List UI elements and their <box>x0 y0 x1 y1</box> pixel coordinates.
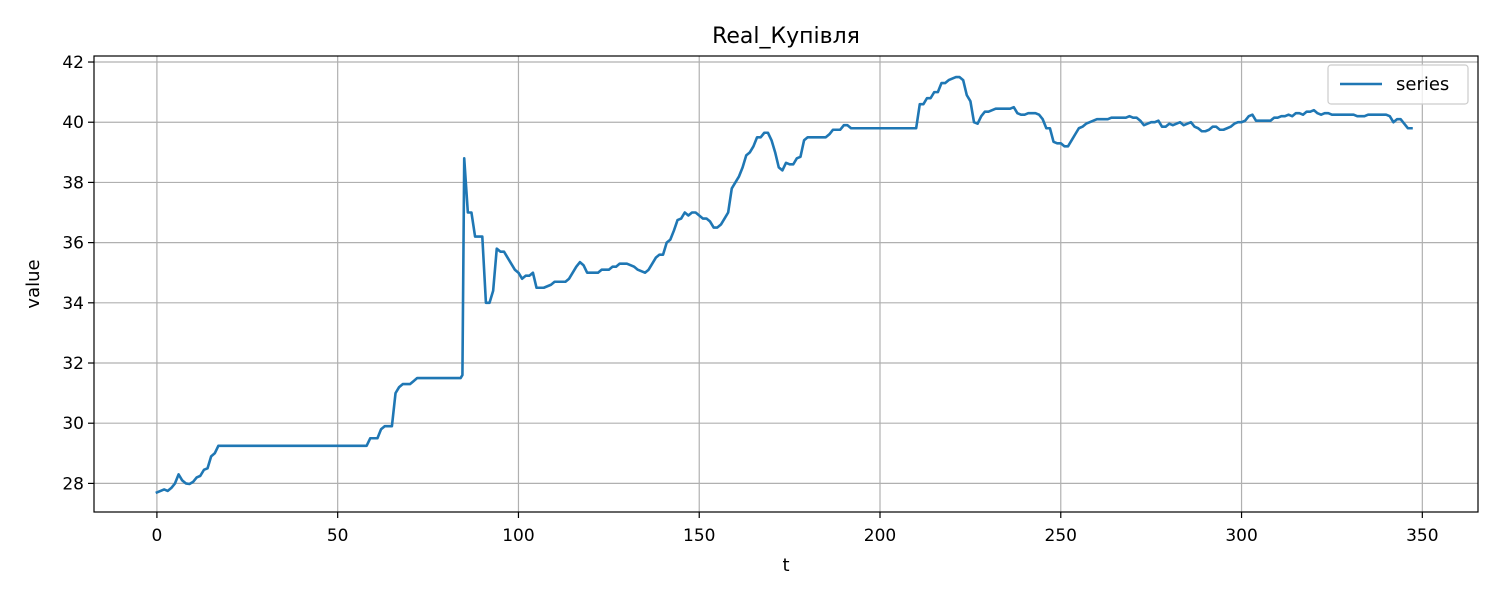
y-axis-label: value <box>23 259 44 308</box>
x-tick-label: 0 <box>151 526 162 546</box>
plot-frame <box>93 55 1479 513</box>
legend-label: series <box>1396 74 1449 95</box>
y-tick-label: 38 <box>62 173 84 193</box>
y-tick-label: 32 <box>62 354 84 374</box>
y-tick-label: 36 <box>62 234 84 254</box>
chart-title: Real_Купівля <box>712 24 860 49</box>
axis-ticks: 0 50 100 150 200 250 300 350 28 30 32 34 36 38 40 42 <box>62 53 1438 546</box>
x-tick-label: 300 <box>1225 526 1257 546</box>
x-tick-label: 350 <box>1406 526 1438 546</box>
x-tick-label: 250 <box>1045 526 1077 546</box>
series-line <box>155 75 1413 495</box>
y-tick-label: 28 <box>62 474 84 494</box>
y-tick-label: 40 <box>62 113 84 133</box>
legend: series <box>1327 64 1469 105</box>
legend-box <box>1327 64 1469 105</box>
y-tick-label: 30 <box>62 414 84 434</box>
x-tick-label: 100 <box>502 526 534 546</box>
x-tick-label: 50 <box>327 526 349 546</box>
x-tick-label: 150 <box>683 526 715 546</box>
series-layer <box>155 75 1413 495</box>
x-tick-label: 200 <box>864 526 896 546</box>
grid <box>94 56 1478 512</box>
x-axis-label: t <box>782 555 789 576</box>
y-tick-label: 42 <box>62 53 84 73</box>
y-tick-label: 34 <box>62 294 84 314</box>
